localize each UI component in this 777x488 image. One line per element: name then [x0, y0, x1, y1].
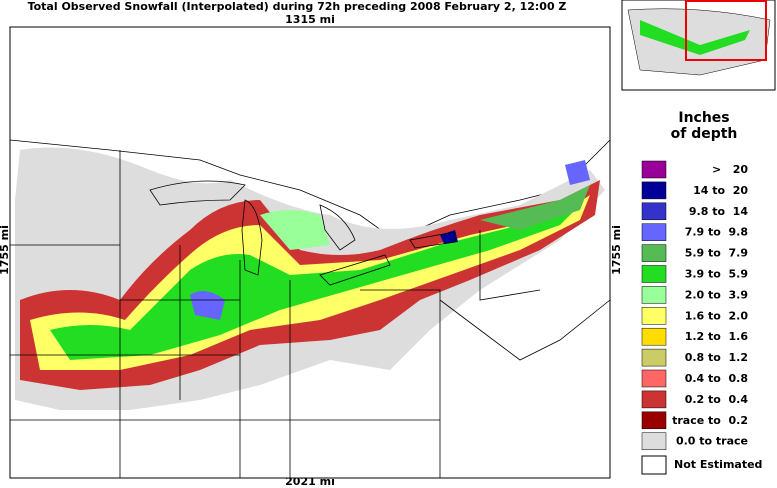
legend-title: Inches: [678, 110, 729, 126]
legend-label: 9.8 to 14: [689, 205, 748, 218]
legend-label: > 20: [712, 163, 748, 176]
legend-swatch: [641, 390, 667, 409]
legend-label: 1.2 to 1.6: [685, 330, 749, 343]
legend-label: 3.9 to 5.9: [685, 268, 748, 281]
legend: Inches of depth Not Estimated > 20 14 to …: [641, 110, 762, 475]
coastline: [439, 299, 611, 361]
legend-swatch: [641, 244, 667, 262]
not-estimated-label: Not Estimated: [674, 458, 762, 471]
heavy-snow-area: [50, 205, 580, 360]
top-scale: 1315 mi: [285, 13, 335, 26]
legend-swatch: [641, 369, 667, 388]
inset-snow: [640, 20, 750, 55]
legend-label: 7.9 to 9.8: [685, 226, 748, 239]
legend-label: 1.6 to 2.0: [685, 309, 749, 322]
legend-label: 0.0 to trace: [676, 435, 748, 448]
left-scale: 1755 mi: [0, 225, 11, 275]
legend-swatch: [641, 223, 667, 241]
legend-swatch: [641, 286, 667, 304]
legend-swatch: [641, 327, 667, 346]
ne-snow: [480, 185, 590, 230]
deep-snow-1: [190, 291, 225, 320]
legend-title: of depth: [671, 126, 738, 142]
not-estimated-swatch: [641, 455, 667, 475]
legend-label: 14 to 20: [693, 184, 748, 197]
legend-swatch: [641, 348, 667, 367]
legend-swatch: [641, 181, 667, 200]
legend-swatch: [641, 411, 667, 430]
legend-label: 5.9 to 7.9: [685, 247, 748, 260]
inset-highlight: [685, 0, 767, 61]
legend-swatch: [641, 265, 667, 283]
main-map: [9, 26, 611, 479]
michigan-snow: [260, 210, 330, 250]
legend-swatch: [641, 160, 667, 179]
deep-snow-2: [565, 160, 590, 185]
lake-ontario: [409, 231, 456, 249]
lake-huron: [319, 204, 356, 251]
lake-michigan: [241, 199, 263, 276]
legend-label: trace to 0.2: [672, 414, 748, 427]
legend-swatch: [641, 432, 667, 450]
legend-swatch: [641, 307, 667, 325]
legend-label: 0.4 to 0.8: [685, 372, 748, 385]
map-title: Total Observed Snowfall (Interpolated) d…: [28, 0, 567, 13]
legend-label: 0.8 to 1.2: [685, 351, 748, 364]
state-borders: [10, 150, 541, 478]
inset-map: [621, 0, 776, 91]
legend-label: 0.2 to 0.4: [685, 393, 749, 406]
right-scale: 1755 mi: [610, 225, 623, 275]
lake-superior: [149, 180, 246, 206]
legend-swatch: [641, 202, 667, 221]
lake-erie: [319, 254, 391, 286]
legend-label: 2.0 to 3.9: [685, 288, 748, 301]
